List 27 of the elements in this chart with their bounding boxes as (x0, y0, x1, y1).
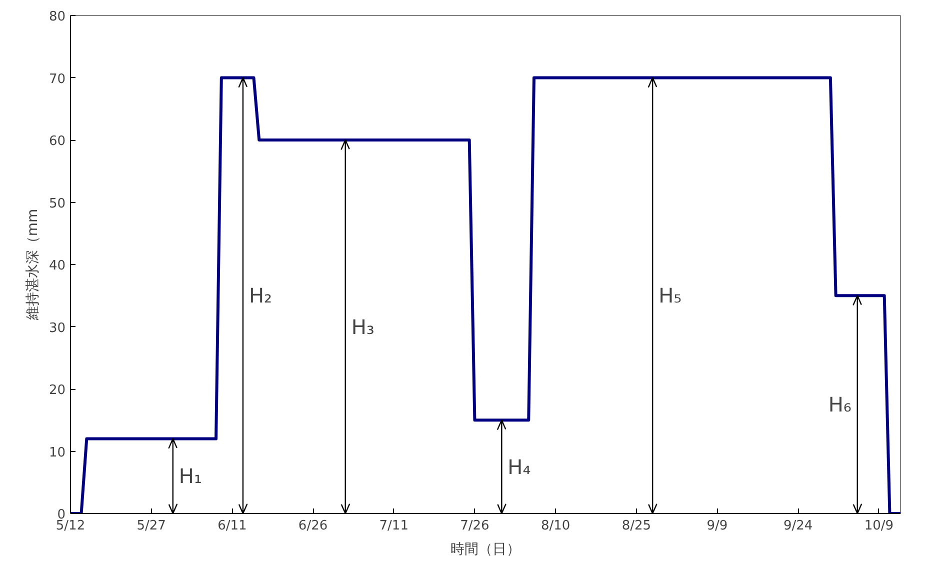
ref-line-label: H₁ (178, 464, 202, 488)
ref-line-label: H₅ (658, 284, 682, 308)
x-tick-label: 10/9 (864, 518, 894, 534)
x-tick-label: 5/12 (56, 518, 86, 534)
ref-line-label: H₂ (248, 284, 272, 308)
y-tick-label: 40 (48, 258, 66, 274)
y-tick-label: 10 (48, 445, 66, 460)
y-tick-label: 80 (48, 10, 66, 24)
x-tick-label: 9/24 (784, 518, 813, 534)
x-tick-label: 6/11 (218, 518, 247, 534)
x-tick-label: 7/26 (460, 518, 490, 534)
y-tick-label: 30 (48, 320, 66, 336)
x-tick-label: 7/11 (379, 518, 408, 534)
x-tick-label: 9/9 (706, 518, 728, 534)
y-tick-label: 20 (48, 383, 66, 398)
x-tick-label: 6/26 (298, 518, 328, 534)
y-tick-label: 60 (48, 134, 66, 149)
y-tick-label: 50 (48, 196, 66, 212)
x-axis-title: 時間（日） (450, 542, 520, 558)
ref-line-label: H₃ (351, 314, 374, 339)
x-tick-label: 8/25 (622, 518, 652, 534)
ref-line-label: H₄ (508, 454, 531, 479)
y-tick-label: 70 (48, 72, 66, 87)
ref-line-label: H₆ (828, 392, 852, 417)
x-tick-label: 5/27 (136, 518, 166, 534)
y-axis-title: 維持湛水深（mm (24, 208, 41, 322)
x-tick-label: 8/10 (540, 518, 570, 534)
